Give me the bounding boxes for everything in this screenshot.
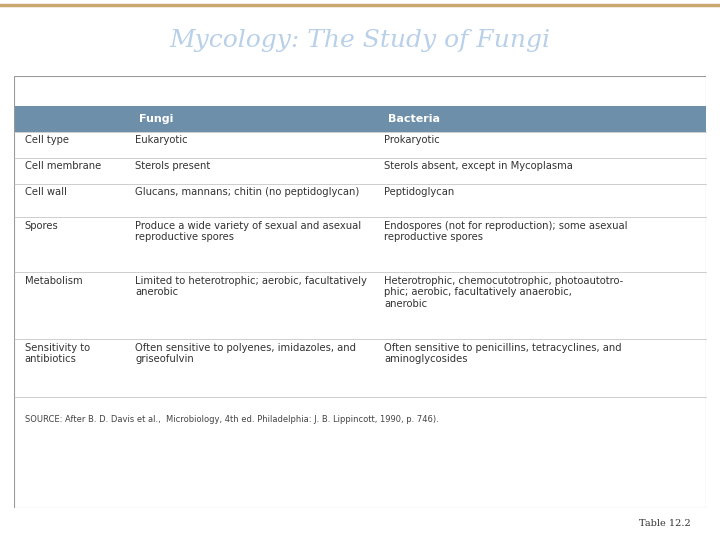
Text: Cell wall: Cell wall [24,187,67,197]
Bar [14,106,706,132]
Text: Cell membrane: Cell membrane [24,161,101,171]
Text: Often sensitive to penicillins, tetracyclines, and
aminoglycosides: Often sensitive to penicillins, tetracyc… [384,342,622,364]
Text: Often sensitive to polyenes, imidazoles, and
griseofulvin: Often sensitive to polyenes, imidazoles,… [135,342,356,364]
Text: Sensitivity to
antibiotics: Sensitivity to antibiotics [24,342,90,364]
Text: Prokaryotic: Prokaryotic [384,135,440,145]
Text: Limited to heterotrophic; aerobic, facultatively
anerobic: Limited to heterotrophic; aerobic, facul… [135,275,367,297]
Text: Glucans, mannans; chitin (no peptidoglycan): Glucans, mannans; chitin (no peptidoglyc… [135,187,359,197]
Text: Spores: Spores [24,221,58,231]
Text: Peptidoglycan: Peptidoglycan [384,187,454,197]
Text: Table 12.2: Table 12.2 [639,519,691,528]
Text: SOURCE: After B. D. Davis et al.,  Microbiology, 4th ed. Philadelphia: J. B. Lip: SOURCE: After B. D. Davis et al., Microb… [24,415,438,424]
Text: Sterols absent, except in Mycoplasma: Sterols absent, except in Mycoplasma [384,161,573,171]
Text: Eukaryotic: Eukaryotic [135,135,188,145]
Text: Produce a wide variety of sexual and asexual
reproductive spores: Produce a wide variety of sexual and ase… [135,221,361,242]
Text: Sterols present: Sterols present [135,161,211,171]
Text: Metabolism: Metabolism [24,275,82,286]
Text: Fungi: Fungi [139,114,174,124]
Text: Mycology: The Study of Fungi: Mycology: The Study of Fungi [169,29,551,52]
Text: Bacteria: Bacteria [387,114,440,124]
Text: Endospores (not for reproduction); some asexual
reproductive spores: Endospores (not for reproduction); some … [384,221,628,242]
Text: Cell type: Cell type [24,135,69,145]
Text: Heterotrophic, chemocutotrophic, photoautotro-
phic; aerobic, facultatively anae: Heterotrophic, chemocutotrophic, photoau… [384,275,624,309]
